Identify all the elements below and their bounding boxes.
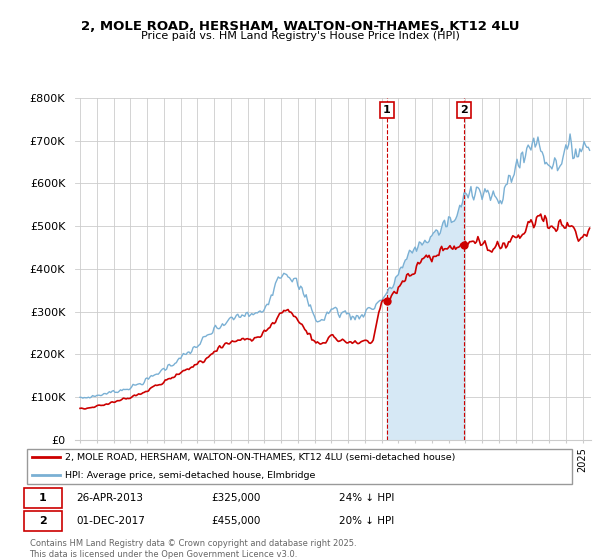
FancyBboxPatch shape (24, 488, 62, 508)
Text: 24% ↓ HPI: 24% ↓ HPI (338, 493, 394, 503)
Text: Price paid vs. HM Land Registry's House Price Index (HPI): Price paid vs. HM Land Registry's House … (140, 31, 460, 41)
Text: 2: 2 (39, 516, 47, 526)
Text: HPI: Average price, semi-detached house, Elmbridge: HPI: Average price, semi-detached house,… (65, 471, 316, 480)
Text: 26-APR-2013: 26-APR-2013 (76, 493, 143, 503)
Text: £455,000: £455,000 (212, 516, 261, 526)
Text: 1: 1 (39, 493, 47, 503)
Text: 1: 1 (383, 105, 391, 115)
Text: This data is licensed under the Open Government Licence v3.0.: This data is licensed under the Open Gov… (29, 550, 298, 559)
Text: 2: 2 (460, 105, 468, 115)
Text: Contains HM Land Registry data © Crown copyright and database right 2025.: Contains HM Land Registry data © Crown c… (29, 539, 356, 548)
Text: £325,000: £325,000 (212, 493, 261, 503)
Text: 2, MOLE ROAD, HERSHAM, WALTON-ON-THAMES, KT12 4LU (semi-detached house): 2, MOLE ROAD, HERSHAM, WALTON-ON-THAMES,… (65, 452, 456, 461)
Text: 20% ↓ HPI: 20% ↓ HPI (338, 516, 394, 526)
Text: 01-DEC-2017: 01-DEC-2017 (76, 516, 145, 526)
Text: 2, MOLE ROAD, HERSHAM, WALTON-ON-THAMES, KT12 4LU: 2, MOLE ROAD, HERSHAM, WALTON-ON-THAMES,… (81, 20, 519, 32)
FancyBboxPatch shape (24, 511, 62, 530)
FancyBboxPatch shape (27, 449, 572, 484)
